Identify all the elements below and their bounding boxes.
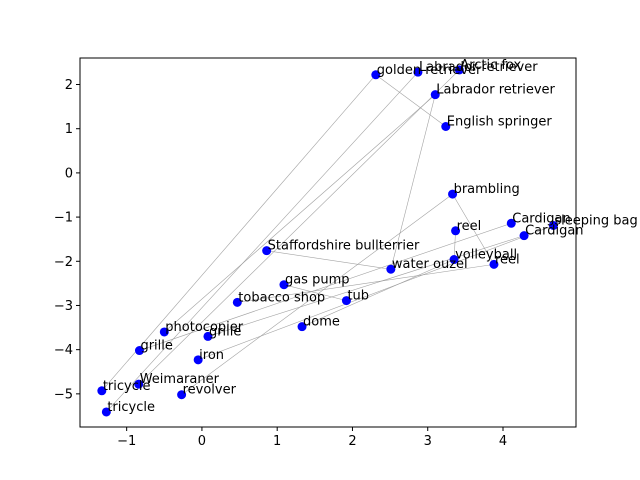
x-tick-label: 0 xyxy=(198,434,206,449)
data-point xyxy=(279,280,289,290)
connection-line xyxy=(106,71,419,413)
data-point xyxy=(232,297,242,307)
y-tick-label: 1 xyxy=(65,122,73,137)
point-label: Cardigan xyxy=(512,211,570,226)
data-points xyxy=(97,65,558,417)
y-tick-label: −4 xyxy=(54,343,73,358)
data-point xyxy=(134,346,144,356)
data-point xyxy=(454,65,464,75)
point-label: water ouzel xyxy=(392,257,468,272)
data-point xyxy=(203,331,213,341)
point-label: Weimaraner xyxy=(140,372,220,387)
connection-line xyxy=(283,284,347,301)
data-point xyxy=(449,255,459,265)
data-point xyxy=(341,296,351,306)
point-label: revolver xyxy=(183,383,237,398)
connection-line xyxy=(138,69,460,385)
point-label: tricycle xyxy=(107,400,155,415)
connection-line xyxy=(390,94,436,270)
y-tick-label: 2 xyxy=(65,78,73,93)
data-point xyxy=(262,246,272,256)
y-tick-label: −1 xyxy=(54,211,73,226)
point-label: dome xyxy=(303,315,340,330)
point-label: Labrador retriever xyxy=(419,60,538,75)
y-tick-label: −3 xyxy=(54,299,73,314)
point-label: Cardigan xyxy=(525,224,583,239)
connection-line xyxy=(375,74,446,127)
connection-line xyxy=(452,193,495,265)
data-point xyxy=(448,189,458,199)
point-label: Labrador retriever xyxy=(436,83,555,98)
point-label: gas pump xyxy=(285,273,350,288)
connection-line xyxy=(198,225,554,361)
connection-line xyxy=(139,222,512,351)
data-point xyxy=(441,121,451,131)
point-label: grille xyxy=(209,324,241,339)
point-label: English springer xyxy=(447,114,553,129)
x-tick-label: 1 xyxy=(273,434,281,449)
data-point xyxy=(177,390,187,400)
x-tick-label: −1 xyxy=(117,434,136,449)
data-point xyxy=(371,70,381,80)
data-point xyxy=(386,264,396,274)
x-tick-label: 3 xyxy=(424,434,432,449)
point-label: brambling xyxy=(454,182,520,197)
plot-frame xyxy=(79,57,577,428)
data-point xyxy=(506,218,516,228)
connection-line xyxy=(101,74,377,391)
point-label: tub xyxy=(347,289,369,304)
point-label: tricycle xyxy=(103,379,151,394)
x-axis-ticks: −1 0 1 2 3 4 xyxy=(117,427,507,449)
connection-line xyxy=(207,235,525,337)
x-tick-label: 4 xyxy=(499,434,507,449)
connection-lines xyxy=(101,69,554,413)
connection-line xyxy=(266,250,391,270)
data-point xyxy=(134,379,144,389)
data-point xyxy=(97,386,107,396)
connection-line xyxy=(301,259,455,327)
data-point xyxy=(159,327,169,337)
data-point xyxy=(519,231,529,241)
point-label: grille xyxy=(140,339,172,354)
data-point xyxy=(193,355,203,365)
point-label: iron xyxy=(199,348,224,363)
data-point xyxy=(101,407,111,417)
connection-line xyxy=(181,193,453,395)
y-tick-label: −5 xyxy=(54,387,73,402)
y-axis-ticks: −5 −4 −3 −2 −1 0 1 2 xyxy=(54,78,80,402)
data-point xyxy=(451,226,461,236)
y-tick-label: 0 xyxy=(65,166,73,181)
data-point xyxy=(430,90,440,100)
data-point xyxy=(548,220,558,230)
point-label: reel xyxy=(495,252,520,267)
y-tick-label: −2 xyxy=(54,255,73,270)
data-point xyxy=(297,322,307,332)
data-point xyxy=(489,259,499,269)
point-label: sleeping bag xyxy=(554,213,637,228)
point-label: reel xyxy=(457,219,482,234)
connection-line xyxy=(237,264,495,303)
connection-line xyxy=(453,230,456,260)
point-label: golden retriever xyxy=(377,63,482,78)
x-tick-label: 2 xyxy=(348,434,356,449)
point-label: Arctic fox xyxy=(460,58,521,73)
connection-line xyxy=(164,94,436,333)
point-label: Staffordshire bullterrier xyxy=(268,239,420,254)
point-label: photocopier xyxy=(165,320,243,335)
point-label: tobacco shop xyxy=(238,290,325,305)
data-point xyxy=(413,67,423,77)
point-label: volleyball xyxy=(455,248,517,263)
